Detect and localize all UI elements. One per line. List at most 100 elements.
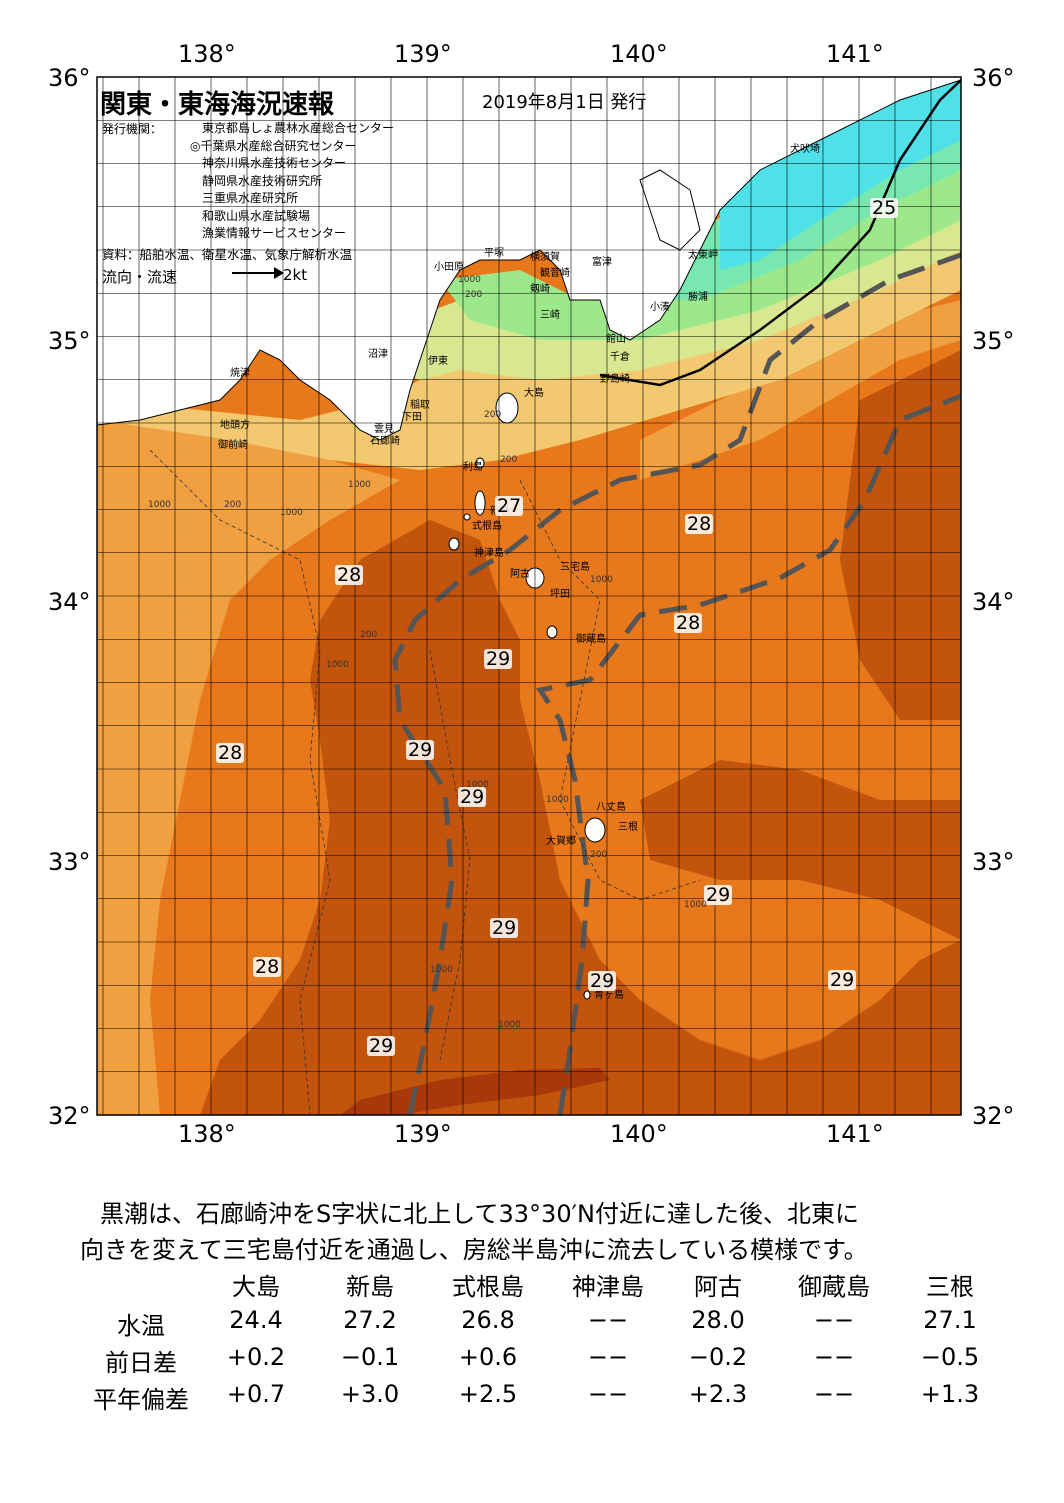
place-mitsune: 三根 [618, 822, 638, 833]
lon-label-141-top: 141° [826, 40, 884, 68]
kuroshio-path-main [392, 252, 961, 1115]
place-nojimazaki: 野島崎 [600, 374, 630, 385]
place-katsuura: 勝浦 [688, 292, 708, 303]
depth-label: 200 [484, 410, 502, 420]
table-cell: +0.7 [226, 1380, 286, 1408]
place-misaki: 三崎 [540, 310, 560, 321]
isotherm-label: 28 [253, 956, 282, 978]
lat-label-33-left: 33° [48, 848, 91, 876]
place-taitomisaki: 太東岬 [688, 250, 718, 261]
lat-lon-grid [97, 77, 961, 1115]
isotherm-label: 29 [490, 917, 519, 939]
depth-label: 1000 [684, 900, 707, 910]
land-honshu [97, 77, 961, 441]
table-cell: −0.2 [688, 1343, 748, 1371]
publisher-item: 三重県水産研究所 [202, 191, 299, 205]
publisher-item: 東京都島しょ農林水産総合センター [202, 121, 395, 135]
flow-scale: 2kt [283, 266, 308, 284]
land-boso [639, 169, 701, 251]
lat-label-34-right: 34° [972, 588, 1015, 616]
lat-label-34-left: 34° [48, 588, 91, 616]
data-source: 資料：船舶水温、衛星水温、気象庁解析水温 [102, 247, 353, 262]
lat-label-35-right: 35° [972, 327, 1015, 355]
isotherm-label: 25 [870, 197, 899, 219]
depth-label: 1000 [280, 508, 303, 518]
depth-label: 1000 [498, 1020, 521, 1030]
place-mikurajima: 御蔵島 [576, 634, 606, 645]
depth-label: 1000 [430, 965, 453, 975]
table-header: 新島 [346, 1273, 394, 1301]
place-toshima: 利島 [463, 462, 483, 473]
lon-label-140-top: 140° [610, 40, 668, 68]
publisher-item: 漁業情報サービスセンター [202, 226, 347, 240]
isotherm-label: 29 [588, 970, 617, 992]
isotherm-label: 29 [367, 1035, 396, 1057]
depth-label: 200 [360, 630, 378, 640]
isotherm-label: 29 [828, 969, 857, 991]
isotherm-label: 28 [216, 742, 245, 764]
place-odawara: 小田原 [434, 262, 464, 273]
sea-zone-22 [720, 80, 961, 270]
depth-contour-3 [429, 649, 471, 1061]
isotherm-label: 29 [704, 884, 733, 906]
depth-label: 1000 [348, 480, 371, 490]
isotherm-label: 28 [674, 612, 703, 634]
table-header: 三根 [926, 1273, 974, 1301]
lon-label-138-bottom: 138° [178, 1120, 236, 1148]
place-okago: 大賀郷 [546, 836, 576, 847]
place-shikinejima: 式根島 [472, 521, 502, 532]
table-cell: +0.6 [458, 1343, 518, 1371]
place-jitogata: 地頭方 [220, 420, 250, 431]
table-cell: 27.2 [343, 1306, 397, 1334]
lon-label-139-bottom: 139° [394, 1120, 452, 1148]
place-hiratsuka: 平塚 [484, 248, 504, 259]
place-kannonzaki: 観音崎 [540, 268, 570, 279]
publisher-list: 東京都島しょ農林水産総合センター ◎千葉県水産総合研究センター 神奈川県水産技術… [190, 120, 394, 243]
island-mikurajima [546, 625, 558, 639]
publisher-item: 静岡県水産技術研究所 [202, 173, 323, 188]
island-kozushima [448, 537, 460, 551]
island-niijima [474, 490, 486, 516]
island-toshima [475, 457, 485, 469]
place-numazu: 沼津 [368, 349, 388, 360]
depth-label: 1000 [148, 500, 171, 510]
table-cell: −− [813, 1380, 855, 1408]
table-cell: 26.8 [461, 1306, 515, 1334]
place-yaizu: 焼津 [230, 368, 250, 379]
publisher-item: 和歌山県水産試験場 [202, 208, 311, 223]
sea-zone-27 [97, 240, 961, 470]
lon-label-138-top: 138° [178, 40, 236, 68]
table-cell: −− [587, 1380, 629, 1408]
place-tsurugizaki: 剱崎 [530, 284, 550, 295]
lon-label-140-bottom: 140° [610, 1120, 668, 1148]
table-header: 大島 [232, 1273, 280, 1301]
place-kozushima: 神津島 [474, 548, 504, 559]
flow-arrowhead-icon [274, 267, 284, 279]
island-hachijojima [584, 817, 606, 843]
depth-label: 1000 [546, 795, 569, 805]
place-shimoda: 下田 [402, 412, 422, 423]
isotherm-label: 29 [484, 648, 513, 670]
row-label-normal-anomaly: 平年偏差 [93, 1386, 189, 1414]
isotherm-label: 27 [495, 495, 524, 517]
place-omaezaki: 御前崎 [218, 440, 248, 451]
issue-date: 2019年8月1日 発行 [482, 92, 647, 113]
lon-label-141-bottom: 141° [826, 1120, 884, 1148]
table-header: 神津島 [572, 1273, 644, 1301]
isotherm-label: 28 [685, 513, 714, 535]
publisher-item: ◎千葉県水産総合研究センター [190, 138, 357, 153]
depth-label: 200 [590, 850, 608, 860]
kuroshio-path-branch [535, 393, 961, 1115]
table-cell: −0.1 [340, 1343, 400, 1371]
table-header: 御蔵島 [798, 1273, 870, 1301]
sea-zone-29-east2 [640, 760, 961, 940]
island-shikinejima [463, 513, 471, 521]
table-cell: +3.0 [340, 1380, 400, 1408]
place-inubosaki: 犬吠埼 [790, 144, 820, 155]
place-yokosuka: 横須賀 [530, 252, 560, 263]
publisher-label: 発行機関： [102, 122, 163, 136]
lat-label-33-right: 33° [972, 848, 1015, 876]
isotherm-label: 29 [458, 786, 487, 808]
place-kominato: 小湊 [650, 302, 670, 313]
